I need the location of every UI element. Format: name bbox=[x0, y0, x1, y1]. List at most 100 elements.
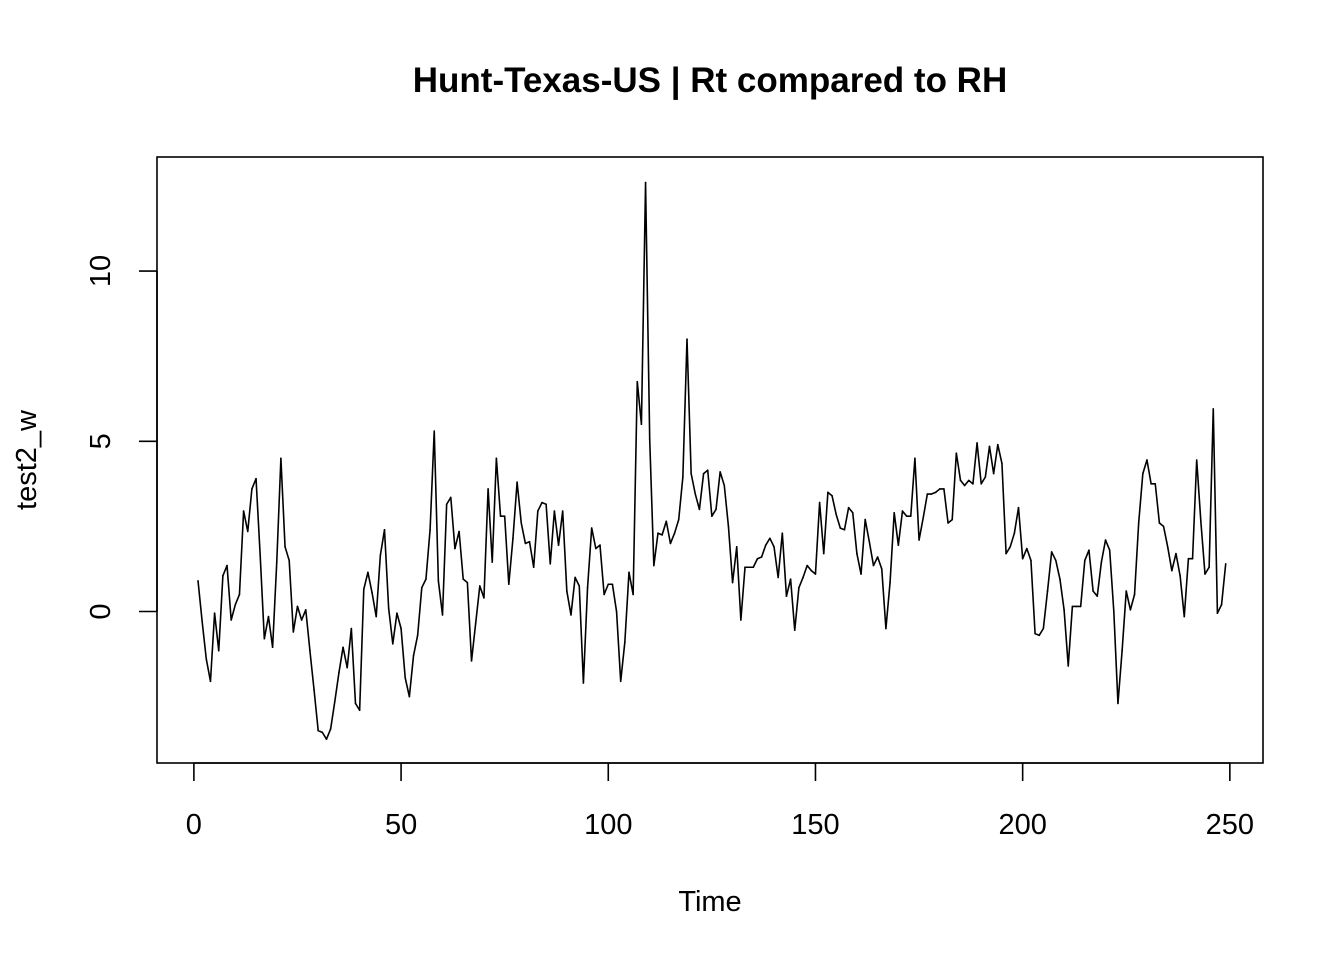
data-point bbox=[528, 540, 531, 543]
data-point bbox=[578, 585, 581, 587]
data-point bbox=[396, 612, 398, 614]
data-point bbox=[371, 591, 373, 594]
y-tick-label: 5 bbox=[85, 433, 117, 449]
data-point bbox=[479, 585, 481, 587]
data-point bbox=[441, 614, 444, 616]
data-point bbox=[280, 457, 282, 460]
data-point bbox=[549, 563, 552, 565]
data-point bbox=[715, 508, 717, 511]
data-point bbox=[362, 588, 365, 591]
data-point bbox=[1133, 593, 1136, 596]
chart-title: Hunt-Texas-US | Rt compared to RH bbox=[413, 61, 1007, 100]
data-point bbox=[748, 566, 750, 569]
data-point bbox=[951, 518, 954, 521]
data-point bbox=[640, 423, 643, 426]
data-point bbox=[383, 528, 386, 531]
series-points bbox=[197, 181, 1227, 740]
data-point bbox=[313, 689, 315, 691]
data-point bbox=[516, 481, 518, 483]
data-point bbox=[1100, 561, 1103, 563]
data-point bbox=[644, 181, 647, 184]
data-point bbox=[1059, 578, 1061, 580]
x-axis: 0 50 100 150 200 250 bbox=[186, 762, 1254, 841]
data-point bbox=[1158, 522, 1161, 524]
data-point bbox=[209, 680, 212, 683]
data-point bbox=[992, 472, 995, 475]
data-point bbox=[1125, 590, 1128, 592]
data-point bbox=[822, 552, 825, 555]
data-point bbox=[246, 530, 249, 533]
data-point bbox=[628, 571, 630, 574]
data-point bbox=[880, 568, 883, 570]
data-point bbox=[611, 583, 614, 586]
data-point bbox=[996, 443, 999, 446]
data-point bbox=[1092, 590, 1094, 592]
data-point bbox=[553, 510, 556, 512]
data-point bbox=[599, 544, 601, 546]
data-point bbox=[793, 629, 796, 632]
data-point bbox=[450, 496, 452, 499]
data-point bbox=[561, 510, 564, 512]
data-point bbox=[677, 518, 680, 521]
data-point bbox=[889, 581, 891, 584]
data-point bbox=[1175, 552, 1177, 555]
data-point bbox=[408, 695, 411, 698]
data-point bbox=[1137, 522, 1140, 524]
data-point bbox=[391, 643, 394, 645]
data-point bbox=[719, 471, 721, 473]
data-point bbox=[309, 649, 311, 652]
data-point bbox=[905, 515, 908, 517]
data-point bbox=[217, 649, 220, 652]
data-point bbox=[586, 586, 589, 589]
data-point bbox=[1150, 483, 1152, 485]
data-point bbox=[864, 518, 866, 521]
data-point bbox=[590, 527, 593, 529]
data-point bbox=[1208, 566, 1210, 569]
data-point bbox=[1084, 559, 1086, 562]
data-point bbox=[938, 488, 941, 490]
data-point bbox=[462, 578, 465, 580]
data-point bbox=[1063, 609, 1065, 611]
data-point bbox=[706, 469, 709, 472]
x-tick-label: 200 bbox=[998, 809, 1046, 841]
data-point bbox=[226, 564, 228, 567]
data-point bbox=[1195, 459, 1198, 461]
y-axis: 0 5 10 bbox=[85, 255, 158, 620]
data-point bbox=[764, 544, 767, 546]
data-point bbox=[814, 573, 817, 575]
data-point bbox=[445, 503, 448, 506]
data-point bbox=[1005, 552, 1007, 555]
data-point bbox=[777, 576, 779, 579]
data-point bbox=[1204, 573, 1206, 575]
data-point bbox=[429, 528, 431, 531]
data-point bbox=[259, 554, 261, 557]
data-point bbox=[1224, 563, 1227, 565]
data-point bbox=[943, 488, 945, 490]
data-point bbox=[1034, 632, 1036, 635]
data-point bbox=[566, 590, 568, 592]
data-point bbox=[756, 557, 759, 560]
data-point bbox=[785, 595, 788, 597]
data-point bbox=[483, 597, 485, 599]
data-point bbox=[1071, 605, 1074, 608]
data-point bbox=[404, 677, 407, 679]
data-point bbox=[230, 619, 232, 621]
data-point bbox=[665, 520, 668, 523]
data-point bbox=[673, 532, 676, 534]
data-point bbox=[263, 637, 266, 640]
data-point bbox=[972, 483, 974, 485]
x-axis-label: Time bbox=[678, 886, 741, 918]
data-point bbox=[955, 452, 958, 454]
data-point bbox=[470, 660, 473, 662]
data-point bbox=[574, 576, 576, 579]
data-point bbox=[201, 620, 203, 623]
data-point bbox=[284, 546, 286, 548]
data-point bbox=[520, 522, 523, 524]
y-tick-label: 10 bbox=[85, 255, 117, 287]
data-point bbox=[835, 513, 837, 516]
data-point bbox=[619, 680, 622, 683]
data-point bbox=[1104, 539, 1107, 541]
data-point bbox=[1113, 610, 1115, 613]
data-point bbox=[1079, 605, 1082, 608]
data-point bbox=[541, 501, 543, 504]
